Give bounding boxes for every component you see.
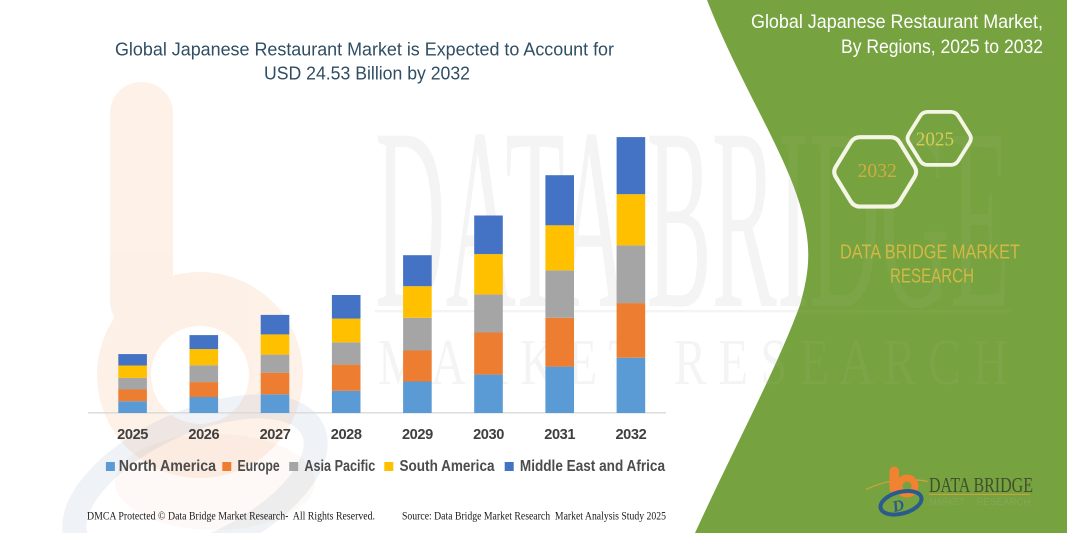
svg-text:DMCA Protected © Data Bridge M: DMCA Protected © Data Bridge Market Rese… [87, 509, 375, 523]
svg-text:2029: 2029 [402, 427, 433, 443]
svg-text:By Regions, 2025 to 2032: By Regions, 2025 to 2032 [841, 36, 1043, 58]
svg-text:D: D [890, 497, 907, 517]
svg-text:2028: 2028 [331, 427, 362, 443]
svg-text:DATA BRIDGE: DATA BRIDGE [929, 473, 1033, 497]
svg-text:South America: South America [400, 458, 495, 475]
svg-text:Middle East and Africa: Middle East and Africa [520, 458, 665, 475]
svg-text:RESEARCH: RESEARCH [977, 497, 1031, 508]
svg-text:Global Japanese Restaurant Mar: Global Japanese Restaurant Market, [751, 11, 1043, 33]
svg-text:Asia Pacific: Asia Pacific [304, 458, 375, 475]
svg-text:USD 24.53 Billion by 2032: USD 24.53 Billion by 2032 [264, 64, 470, 84]
svg-text:North America: North America [119, 458, 216, 475]
svg-text:2032: 2032 [615, 427, 646, 443]
svg-text:DATA BRIDGE MARKET: DATA BRIDGE MARKET [840, 242, 1020, 264]
svg-text:2030: 2030 [473, 427, 504, 443]
svg-text:RESEARCH: RESEARCH [890, 266, 974, 288]
svg-text:Source: Data Bridge Market Res: Source: Data Bridge Market Research Mark… [402, 509, 666, 523]
svg-text:2025: 2025 [916, 128, 954, 150]
svg-text:2027: 2027 [260, 427, 291, 443]
svg-text:MARKET: MARKET [930, 497, 965, 508]
svg-text:2025: 2025 [117, 427, 148, 443]
svg-text:2032: 2032 [858, 160, 897, 182]
svg-text:2026: 2026 [188, 427, 219, 443]
svg-text:Europe: Europe [238, 458, 280, 475]
svg-text:2031: 2031 [544, 427, 575, 443]
svg-text:Global Japanese Restaurant Mar: Global Japanese Restaurant Market is Exp… [115, 40, 614, 60]
